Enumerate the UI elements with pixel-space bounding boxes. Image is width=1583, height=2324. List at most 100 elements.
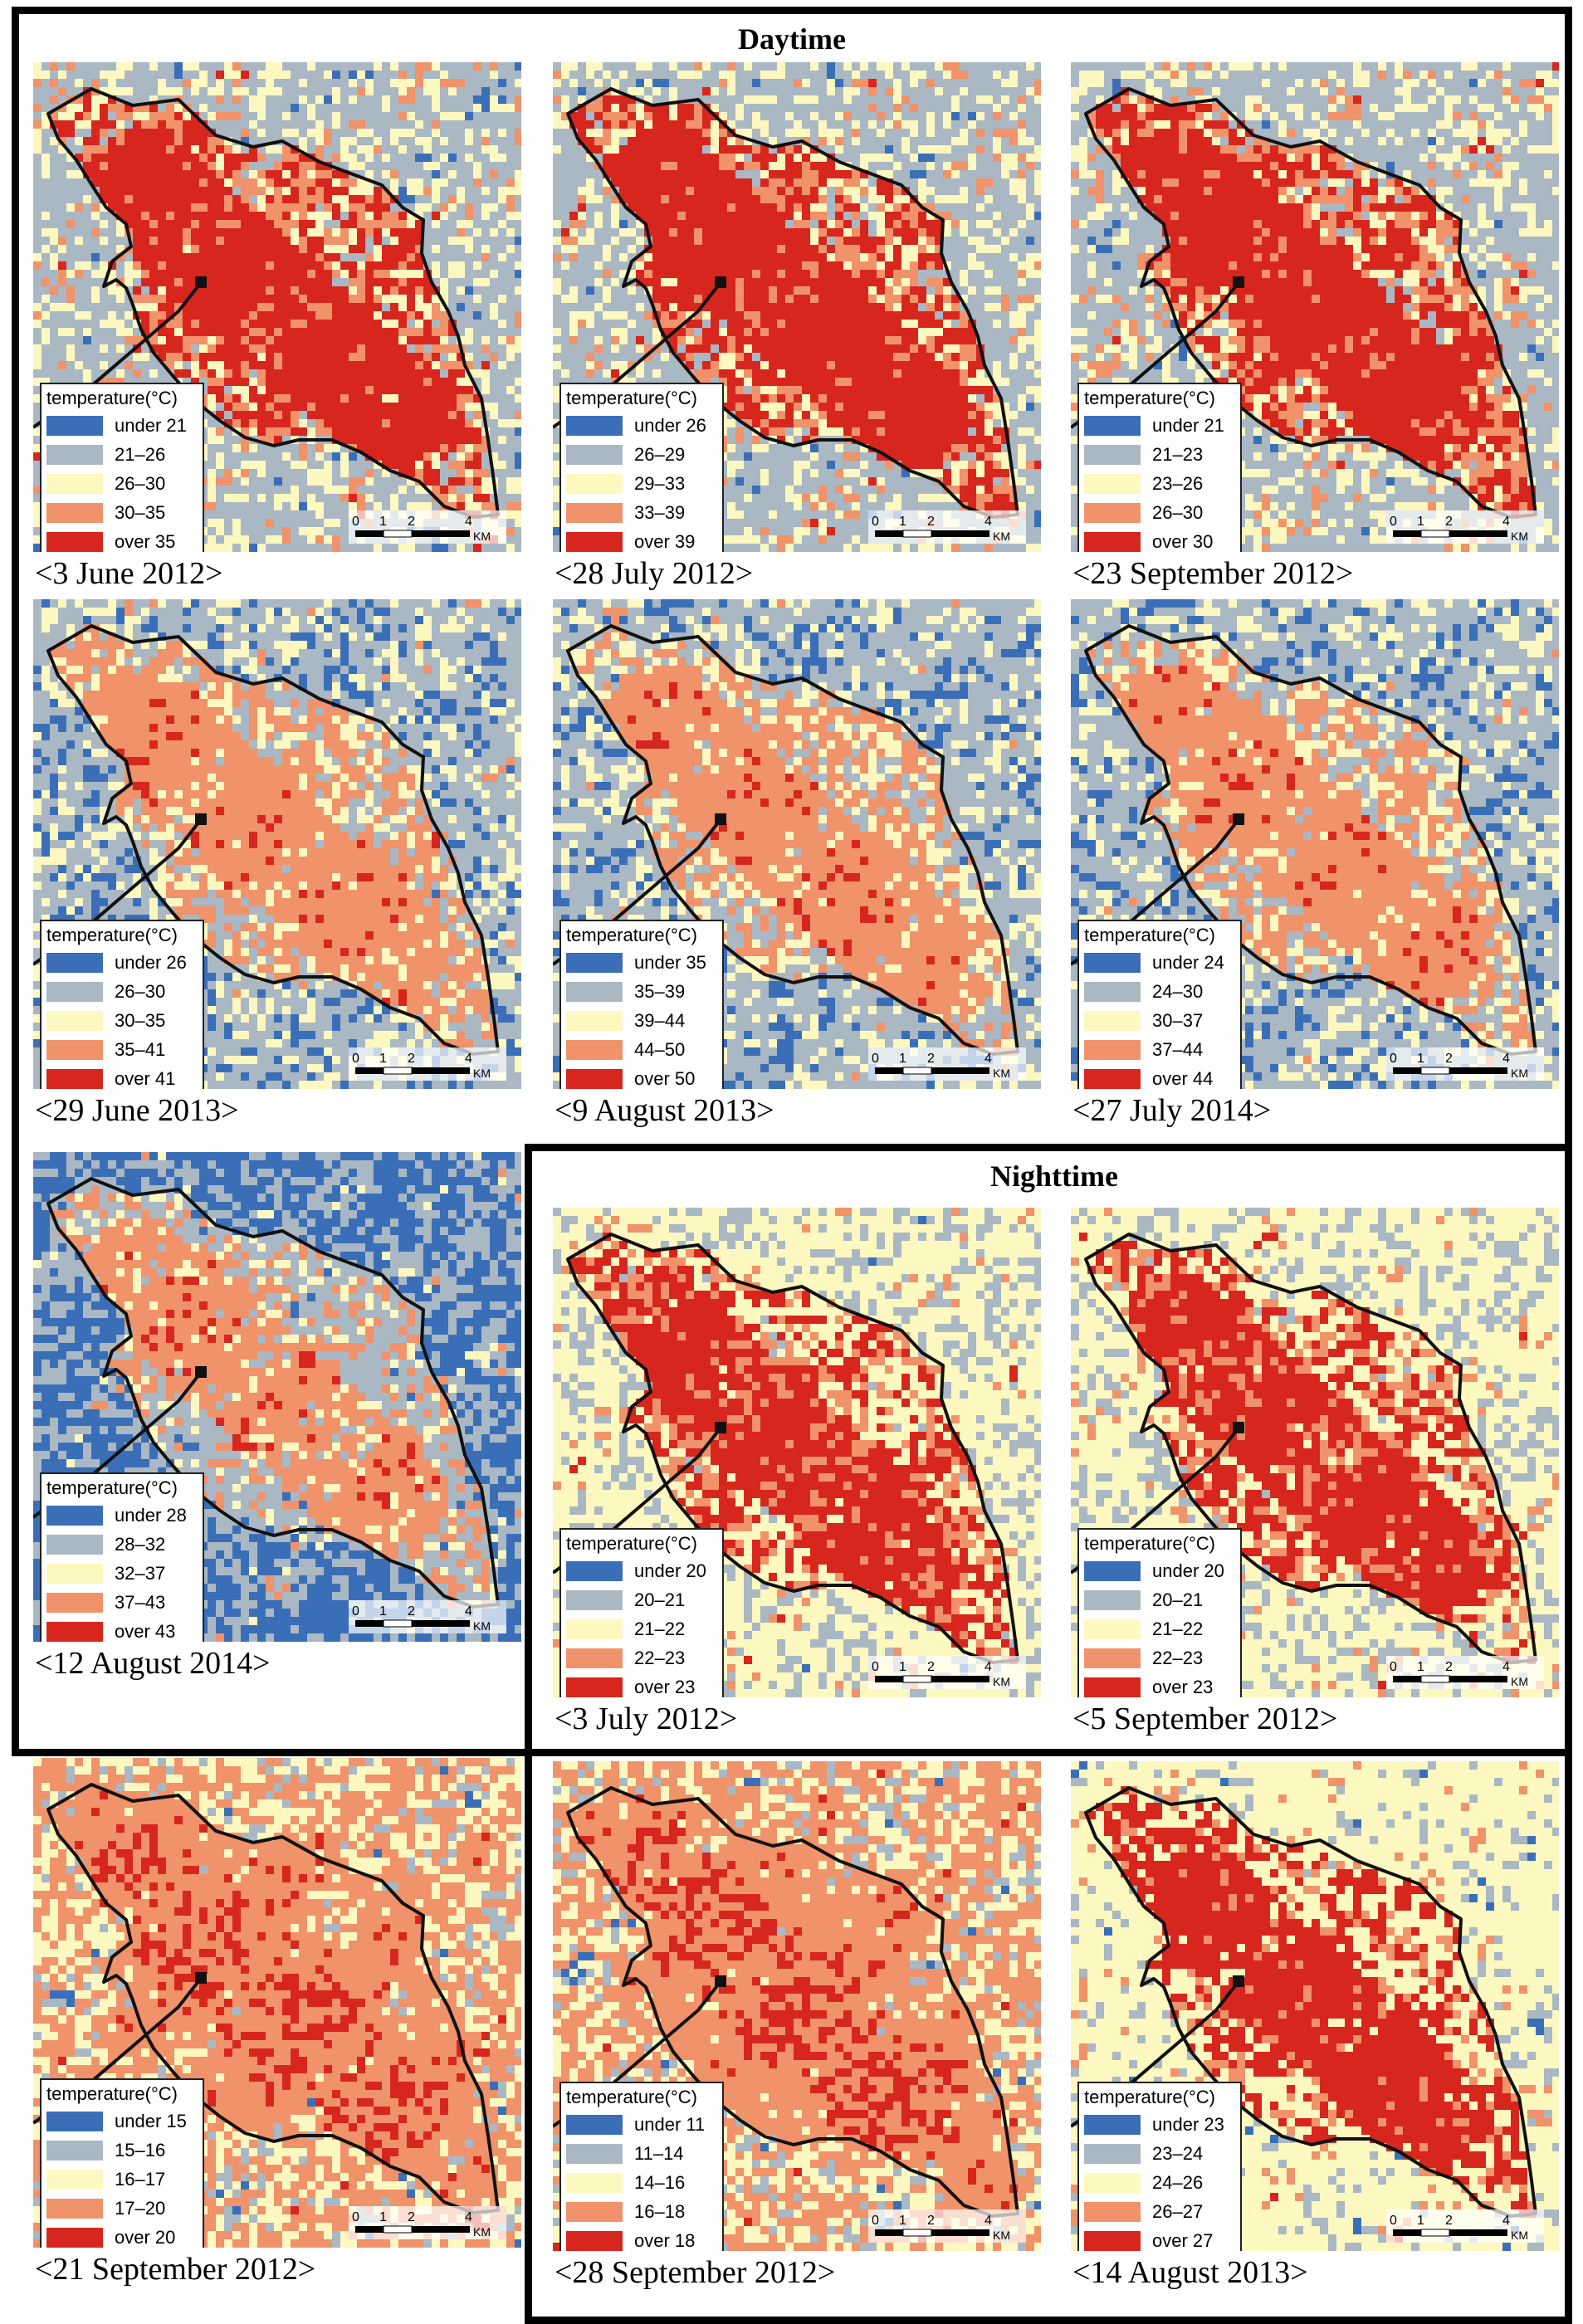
legend-title: temperature(°C): [566, 386, 717, 411]
panel-caption: <3 July 2012>: [555, 1701, 737, 1737]
legend-entry: under 35: [566, 948, 717, 977]
legend-entry: over 27: [1084, 2226, 1235, 2251]
panel-caption: <5 September 2012>: [1072, 1701, 1337, 1737]
legend-entry: under 24: [1084, 948, 1235, 977]
legend-label: 30–35: [115, 1010, 165, 1032]
legend-label: over 35: [115, 531, 175, 553]
legend-label: 26–30: [115, 981, 165, 1003]
legend-title: temperature(°C): [1084, 386, 1235, 411]
legend-swatch: [566, 1561, 623, 1581]
legend-entry: 24–26: [1084, 2168, 1235, 2197]
panel-caption: <12 August 2014>: [35, 1645, 271, 1682]
legend-swatch: [1084, 2173, 1141, 2193]
legend-label: 22–23: [634, 1648, 685, 1669]
legend-entry: 22–23: [1084, 1643, 1235, 1672]
legend-swatch: [46, 2141, 103, 2160]
legend-label: 24–30: [1152, 981, 1203, 1003]
legend-entry: 23–26: [1084, 469, 1235, 498]
legend-swatch: [46, 445, 103, 465]
legend-label: 26–27: [1152, 2201, 1203, 2223]
legend-entry: 21–26: [46, 440, 198, 469]
svg-text:0: 0: [352, 515, 359, 529]
legend-swatch: [1084, 416, 1141, 436]
legend-entry: under 26: [46, 948, 198, 977]
legend-label: over 41: [115, 1068, 175, 1090]
panel-caption: <23 September 2012>: [1072, 555, 1353, 592]
legend-entry: 28–32: [46, 1530, 198, 1559]
legend-swatch: [1084, 2202, 1141, 2222]
legend-swatch: [46, 982, 103, 1002]
legend-swatch: [566, 1648, 623, 1668]
legend-label: 20–21: [1152, 1589, 1203, 1611]
legend-swatch: [46, 1011, 103, 1031]
legend-entry: 30–35: [46, 1006, 198, 1035]
legend-swatch: [46, 2170, 103, 2190]
legend-entry: 30–35: [46, 498, 198, 527]
legend-entry: over 35: [46, 527, 198, 552]
legend-title: temperature(°C): [1084, 923, 1235, 948]
legend-entry: under 20: [1084, 1556, 1235, 1585]
legend-label: under 26: [115, 952, 187, 974]
legend-title: temperature(°C): [1084, 2085, 1235, 2110]
legend-label: 21–26: [115, 444, 165, 466]
legend-entry: 22–23: [566, 1643, 717, 1672]
legend-swatch: [566, 1619, 623, 1639]
legend-entry: under 23: [1084, 2110, 1235, 2139]
legend-label: 26–30: [1152, 502, 1203, 524]
legend-entry: 11–14: [566, 2139, 717, 2168]
legend-label: under 11: [634, 2114, 705, 2136]
legend-swatch: [1084, 1040, 1141, 1060]
legend-swatch: [566, 1040, 623, 1060]
legend-swatch: [46, 1564, 103, 1584]
legend-label: over 50: [634, 1068, 695, 1090]
legend-label: 16–18: [634, 2201, 685, 2223]
panel-caption: <14 August 2013>: [1072, 2254, 1308, 2291]
legend-label: under 24: [1152, 952, 1224, 974]
legend-swatch: [1084, 532, 1141, 552]
legend-entry: 24–30: [1084, 977, 1235, 1006]
legend-entry: 23–24: [1084, 2139, 1235, 2168]
legend-entry: over 23: [566, 1672, 717, 1697]
legend-title: temperature(°C): [566, 2085, 717, 2110]
legend-swatch: [566, 1590, 623, 1610]
legend-label: 37–43: [115, 1592, 165, 1614]
legend-entry: 30–37: [1084, 1006, 1235, 1035]
legend-label: over 23: [1152, 1677, 1213, 1698]
legend-label: 33–39: [634, 502, 685, 524]
legend-label: 11–14: [634, 2143, 684, 2165]
legend-swatch: [566, 953, 623, 973]
legend-swatch: [566, 2231, 623, 2251]
legend-label: under 21: [115, 415, 187, 437]
legend-swatch: [1084, 1677, 1141, 1697]
legend-title: temperature(°C): [566, 1531, 717, 1556]
legend-label: under 26: [634, 415, 706, 437]
panel-caption: <28 September 2012>: [555, 2254, 835, 2291]
svg-text:2: 2: [408, 515, 415, 529]
legend-swatch: [1084, 2144, 1141, 2164]
legend-swatch: [46, 2112, 103, 2131]
legend-entry: 32–37: [46, 1559, 198, 1588]
legend-swatch: [566, 1069, 623, 1089]
legend-entry: 37–43: [46, 1588, 198, 1617]
legend-label: under 35: [634, 952, 706, 974]
legend-title: temperature(°C): [46, 923, 198, 948]
legend-title: temperature(°C): [1084, 1531, 1235, 1556]
legend-label: 23–26: [1152, 473, 1203, 495]
legend-label: 32–37: [115, 1563, 165, 1584]
legend-swatch: [566, 416, 623, 436]
legend-swatch: [46, 2199, 103, 2219]
